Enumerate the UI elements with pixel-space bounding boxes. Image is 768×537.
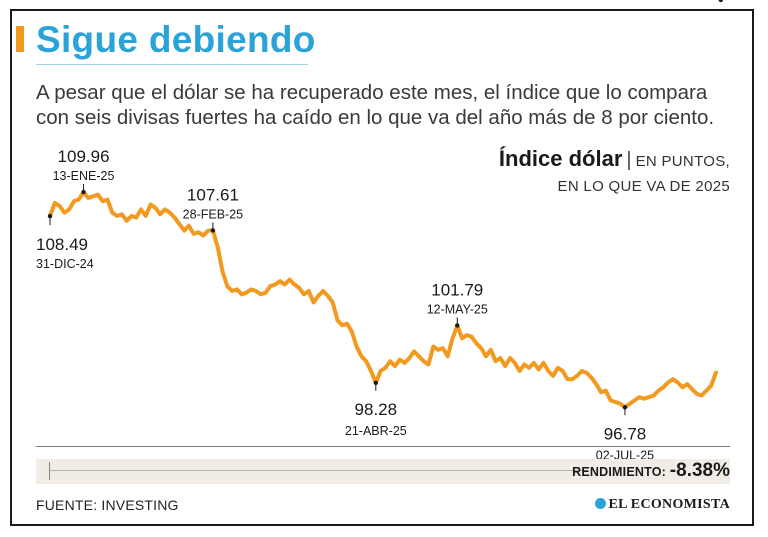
- title-accent-bar: [16, 26, 24, 52]
- annotation-29-jul-25-value: 98.91: [678, 0, 733, 5]
- performance-track: [50, 470, 588, 471]
- annotation-21-abr-25-date: 21-ABR-25: [345, 424, 407, 438]
- source-note: FUENTE: INVESTING: [36, 497, 179, 513]
- series-line-dollar-index: [48, 190, 718, 410]
- annotation-13-ene-25-point: [81, 189, 86, 195]
- title-underline: [36, 64, 308, 65]
- legend-separator: |: [626, 149, 632, 171]
- legend-series-name: Índice dólar: [498, 146, 623, 171]
- performance-label: RENDIMIENTO: [572, 465, 662, 479]
- chart-baseline: [36, 446, 730, 447]
- legend-units-line1: EN PUNTOS,: [635, 153, 730, 170]
- performance-value: -8.38%: [669, 460, 730, 481]
- performance-bar: [36, 459, 730, 484]
- annotation-12-may-25-date: 12-MAY-25: [427, 302, 488, 316]
- annotation-21-abr-25-value: 98.28: [355, 400, 398, 419]
- brand-logo: EL ECONOMISTA: [594, 497, 731, 513]
- subtitle: A pesar que el dólar se ha recuperado es…: [36, 81, 715, 129]
- chart-line-layer: [48, 190, 718, 410]
- annotation-12-may-25-point: [455, 323, 460, 328]
- annotation-12-may-25-value: 101.79: [431, 280, 483, 299]
- page-title: Sigue debiendo: [36, 19, 316, 60]
- annotation-31-dic-24-date: 31-DIC-24: [36, 257, 94, 271]
- chart-annotation-layer: 108.49 31-DIC-24 13-ENE-25 109.96 28-FEB-25 1…: [36, 0, 733, 462]
- annotation-02-jul-25-point: [622, 405, 628, 410]
- annotation-29-jul-25-point: [718, 0, 723, 3]
- annotation-31-dic-24-value: 108.49: [36, 235, 88, 254]
- annotation-28-feb-25-point: [210, 228, 216, 233]
- performance-colon: :: [661, 465, 666, 479]
- performance-summary: RENDIMIENTO: -8.38%: [572, 460, 730, 482]
- annotation-21-abr-25-point: [373, 380, 379, 385]
- chart-legend: Índice dólar | EN PUNTOS,: [499, 146, 730, 172]
- annotation-28-feb-25-date: 28-FEB-25: [183, 207, 243, 221]
- annotation-31-dic-24-point: [47, 213, 53, 219]
- brand-name: EL ECONOMISTA: [608, 497, 730, 512]
- annotation-02-jul-25-date: 02-JUL-25: [596, 448, 654, 462]
- annotation-13-ene-25-value: 109.96: [58, 147, 110, 166]
- annotation-02-jul-25-value: 96.78: [604, 424, 647, 443]
- annotation-28-feb-25-value: 107.61: [187, 185, 239, 204]
- performance-start-tick: [49, 462, 50, 480]
- annotation-13-ene-25-date: 13-ENE-25: [53, 169, 115, 183]
- legend-units-line2: EN LO QUE VA DE 2025: [557, 178, 730, 195]
- annotation-29-jul-25-date: 29-JUL-25: [674, 0, 732, 3]
- brand-icon: [594, 498, 606, 509]
- infographic-frame: [10, 9, 754, 526]
